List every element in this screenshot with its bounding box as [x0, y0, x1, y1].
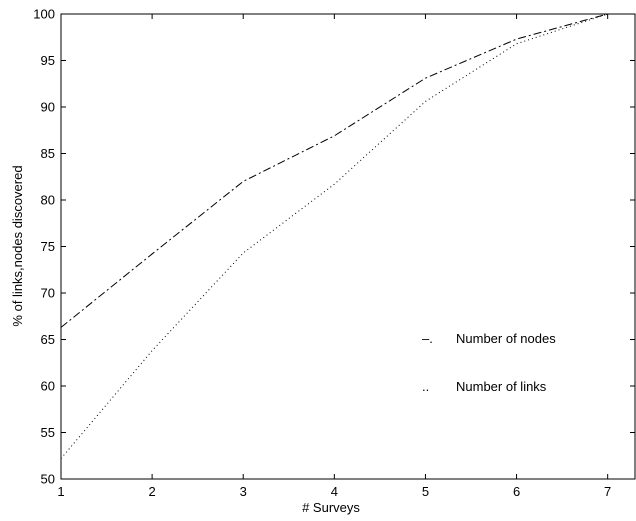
x-tick-label: 1 [57, 484, 64, 499]
x-axis-ticks: 1 2 3 4 5 6 7 [57, 14, 611, 499]
legend: –. Number of nodes .. Number of links [422, 331, 556, 394]
y-tick-label: 55 [41, 425, 55, 440]
x-tick-label: 3 [240, 484, 247, 499]
y-axis-ticks: 50 55 60 65 70 75 80 85 90 95 100 [33, 7, 635, 487]
series-line-links [60, 13, 608, 459]
y-tick-label: 80 [41, 193, 55, 208]
x-axis-label: # Surveys [302, 500, 360, 515]
y-tick-label: 100 [33, 7, 55, 22]
plot-frame [60, 13, 636, 480]
series-line-nodes [60, 13, 608, 328]
series-layer [60, 13, 608, 459]
y-tick-label: 90 [41, 100, 55, 115]
y-tick-label: 95 [41, 53, 55, 68]
x-tick-label: 6 [513, 484, 520, 499]
y-tick-label: 75 [41, 239, 55, 254]
x-tick-label: 2 [148, 484, 155, 499]
x-tick-label: 5 [422, 484, 429, 499]
legend-marker-links: .. [422, 379, 429, 394]
y-tick-label: 65 [41, 332, 55, 347]
x-tick-label: 7 [604, 484, 611, 499]
y-tick-label: 70 [41, 286, 55, 301]
y-tick-label: 60 [41, 379, 55, 394]
y-tick-label: 50 [41, 472, 55, 487]
legend-marker-nodes: –. [422, 331, 433, 346]
y-axis-label: % of links,nodes discovered [10, 165, 25, 326]
y-tick-label: 85 [41, 146, 55, 161]
x-tick-label: 4 [331, 484, 338, 499]
legend-label-nodes: Number of nodes [456, 331, 556, 346]
legend-label-links: Number of links [456, 379, 547, 394]
